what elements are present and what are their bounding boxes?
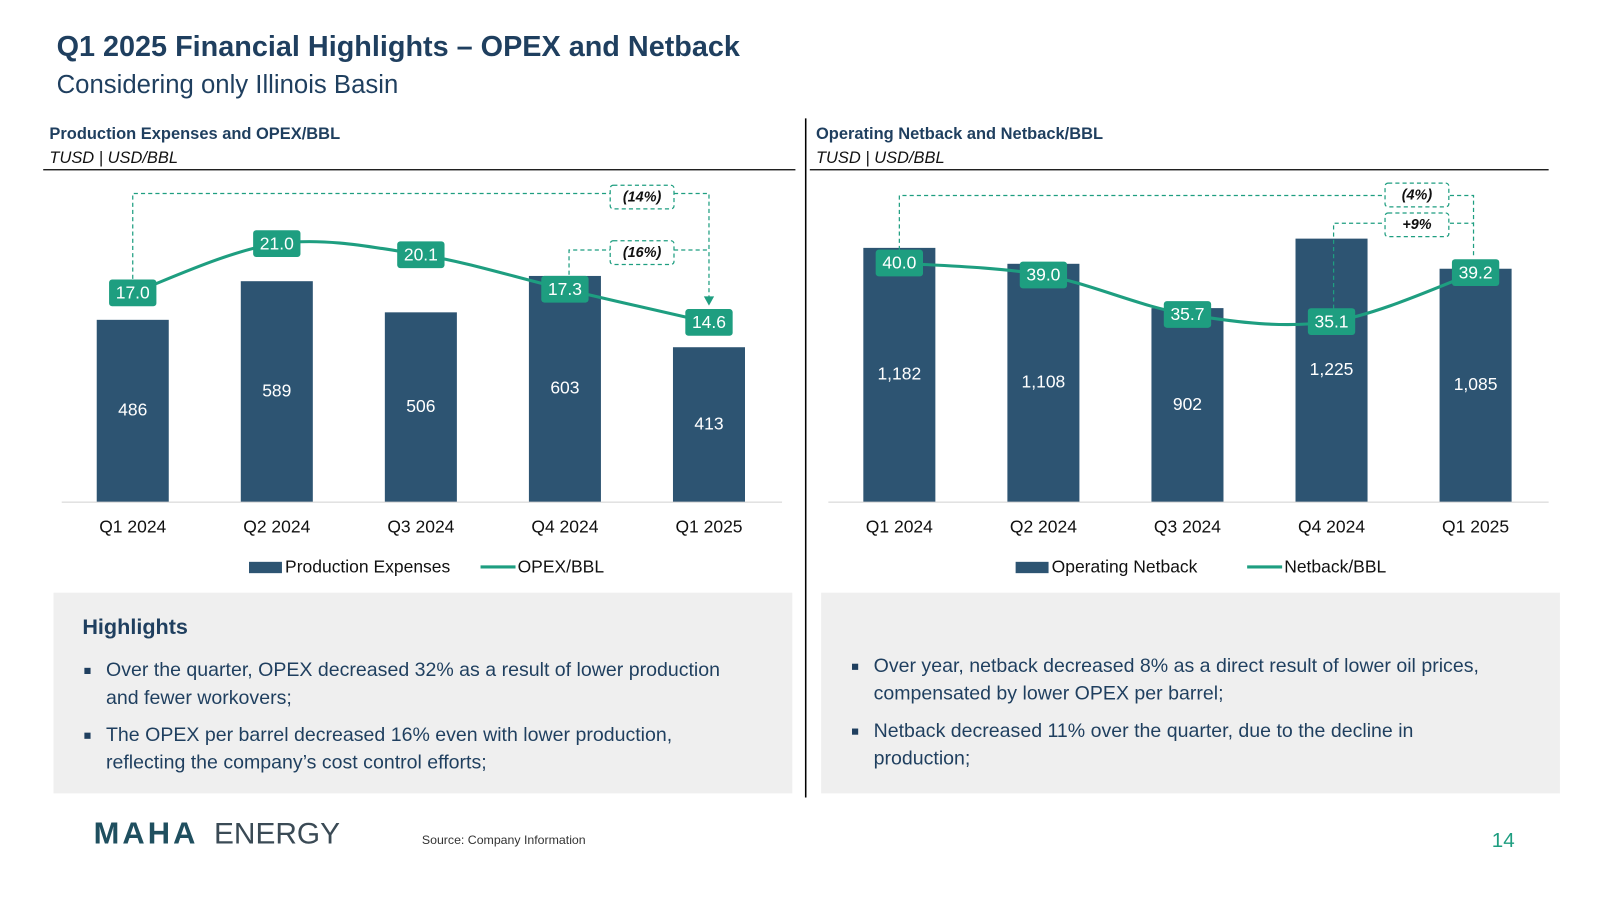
annotation-box xyxy=(609,240,675,266)
highlights-right: Over year, netback decreased 8% as a dir… xyxy=(821,592,1560,794)
bar xyxy=(1439,268,1512,503)
line-label-box xyxy=(1451,259,1500,286)
line-label: 40.0 xyxy=(882,253,916,273)
bullet: The OPEX per barrel decreased 16% even w… xyxy=(82,721,741,777)
page-number: 14 xyxy=(1492,829,1515,852)
x-tick-label: Q2 2024 xyxy=(1010,517,1077,537)
bar-label: 1,182 xyxy=(877,364,921,384)
legend-label: Production Expenses xyxy=(285,557,450,577)
line-label-box xyxy=(541,275,589,303)
line-label: 17.3 xyxy=(548,279,582,299)
x-tick-label: Q1 2025 xyxy=(1442,517,1509,537)
bullet-list: Over year, netback decreased 8% as a dir… xyxy=(850,652,1509,782)
annotation-box xyxy=(1384,182,1450,208)
bar-label: 506 xyxy=(406,396,435,416)
bullet-list: Over the quarter, OPEX decreased 32% as … xyxy=(82,657,741,787)
bar xyxy=(1007,263,1080,503)
annotation-bracket xyxy=(898,194,1475,258)
legend-label: Operating Netback xyxy=(1052,557,1198,577)
line-label: 21.0 xyxy=(260,233,294,253)
bullet: Over year, netback decreased 8% as a dir… xyxy=(850,652,1509,708)
bar xyxy=(672,347,745,503)
x-tick-label: Q1 2024 xyxy=(99,517,166,537)
line-label: 39.2 xyxy=(1459,262,1493,282)
line-label-box xyxy=(1019,261,1068,289)
bar xyxy=(863,247,936,503)
line-label: 20.1 xyxy=(404,244,438,264)
annotation-bracket xyxy=(132,192,710,303)
line-label-box xyxy=(685,309,733,336)
bar-label: 1,085 xyxy=(1454,374,1498,394)
logo-suffix: ENERGY xyxy=(214,817,340,850)
line-label-box xyxy=(397,241,445,269)
chart-subtitle: TUSD | USD/BBL xyxy=(49,149,178,167)
x-tick-label: Q4 2024 xyxy=(1298,517,1365,537)
bar-label: 1,108 xyxy=(1022,372,1066,392)
x-tick-label: Q1 2025 xyxy=(675,517,742,537)
chart-title: Operating Netback and Netback/BBL xyxy=(816,125,1103,143)
bar-label: 1,225 xyxy=(1310,359,1354,379)
chart-subtitle: TUSD | USD/BBL xyxy=(816,149,945,167)
annotation: (4%) xyxy=(1402,187,1433,203)
bar-label: 486 xyxy=(118,400,147,420)
x-tick-label: Q2 2024 xyxy=(243,517,310,537)
arrow-head xyxy=(703,296,715,306)
bar xyxy=(384,312,457,503)
annotation: +9% xyxy=(1402,217,1431,233)
legend-label: OPEX/BBL xyxy=(518,557,605,577)
bar-label: 603 xyxy=(550,378,579,398)
bar-label: 902 xyxy=(1173,394,1202,414)
x-tick-label: Q1 2024 xyxy=(866,517,933,537)
highlights-title: Highlights xyxy=(82,615,188,640)
bar xyxy=(96,319,169,503)
chart-title: Production Expenses and OPEX/BBL xyxy=(49,125,340,143)
legend-swatch xyxy=(1015,561,1049,574)
bar xyxy=(1151,308,1224,503)
line-label: 35.1 xyxy=(1315,311,1349,331)
bar-label: 589 xyxy=(262,380,291,400)
line-label: 39.0 xyxy=(1026,265,1060,285)
line-label: 35.7 xyxy=(1170,304,1204,324)
bar xyxy=(1295,238,1368,503)
bullet: Netback decreased 11% over the quarter, … xyxy=(850,717,1509,773)
line-label: 14.6 xyxy=(692,312,726,332)
legend-swatch xyxy=(249,561,282,574)
annotation: (16%) xyxy=(623,245,662,261)
bar xyxy=(528,275,601,503)
x-tick-label: Q3 2024 xyxy=(1154,517,1221,537)
legend-label: Netback/BBL xyxy=(1284,557,1386,577)
slide-subtitle: Considering only Illinois Basin xyxy=(57,71,399,99)
bullet: Over the quarter, OPEX decreased 32% as … xyxy=(82,657,741,713)
line-label-box xyxy=(1163,301,1212,328)
slide-title: Q1 2025 Financial Highlights – OPEX and … xyxy=(57,31,741,63)
line-label-box xyxy=(875,249,924,277)
line-label-box xyxy=(253,230,301,258)
x-tick-label: Q3 2024 xyxy=(387,517,454,537)
line-label-box xyxy=(1307,308,1356,335)
highlights-left: Highlights Over the quarter, OPEX decrea… xyxy=(53,592,793,794)
line-label: 17.0 xyxy=(116,283,150,303)
source: Source: Company Information xyxy=(422,833,586,847)
bar xyxy=(240,281,313,503)
annotation-box xyxy=(609,184,675,210)
annotation: (14%) xyxy=(623,189,662,205)
x-tick-label: Q4 2024 xyxy=(531,517,598,537)
annotation-box xyxy=(1384,212,1450,238)
line-label-box xyxy=(109,279,157,307)
bar-label: 413 xyxy=(694,413,723,433)
logo: MAHA xyxy=(94,816,199,851)
